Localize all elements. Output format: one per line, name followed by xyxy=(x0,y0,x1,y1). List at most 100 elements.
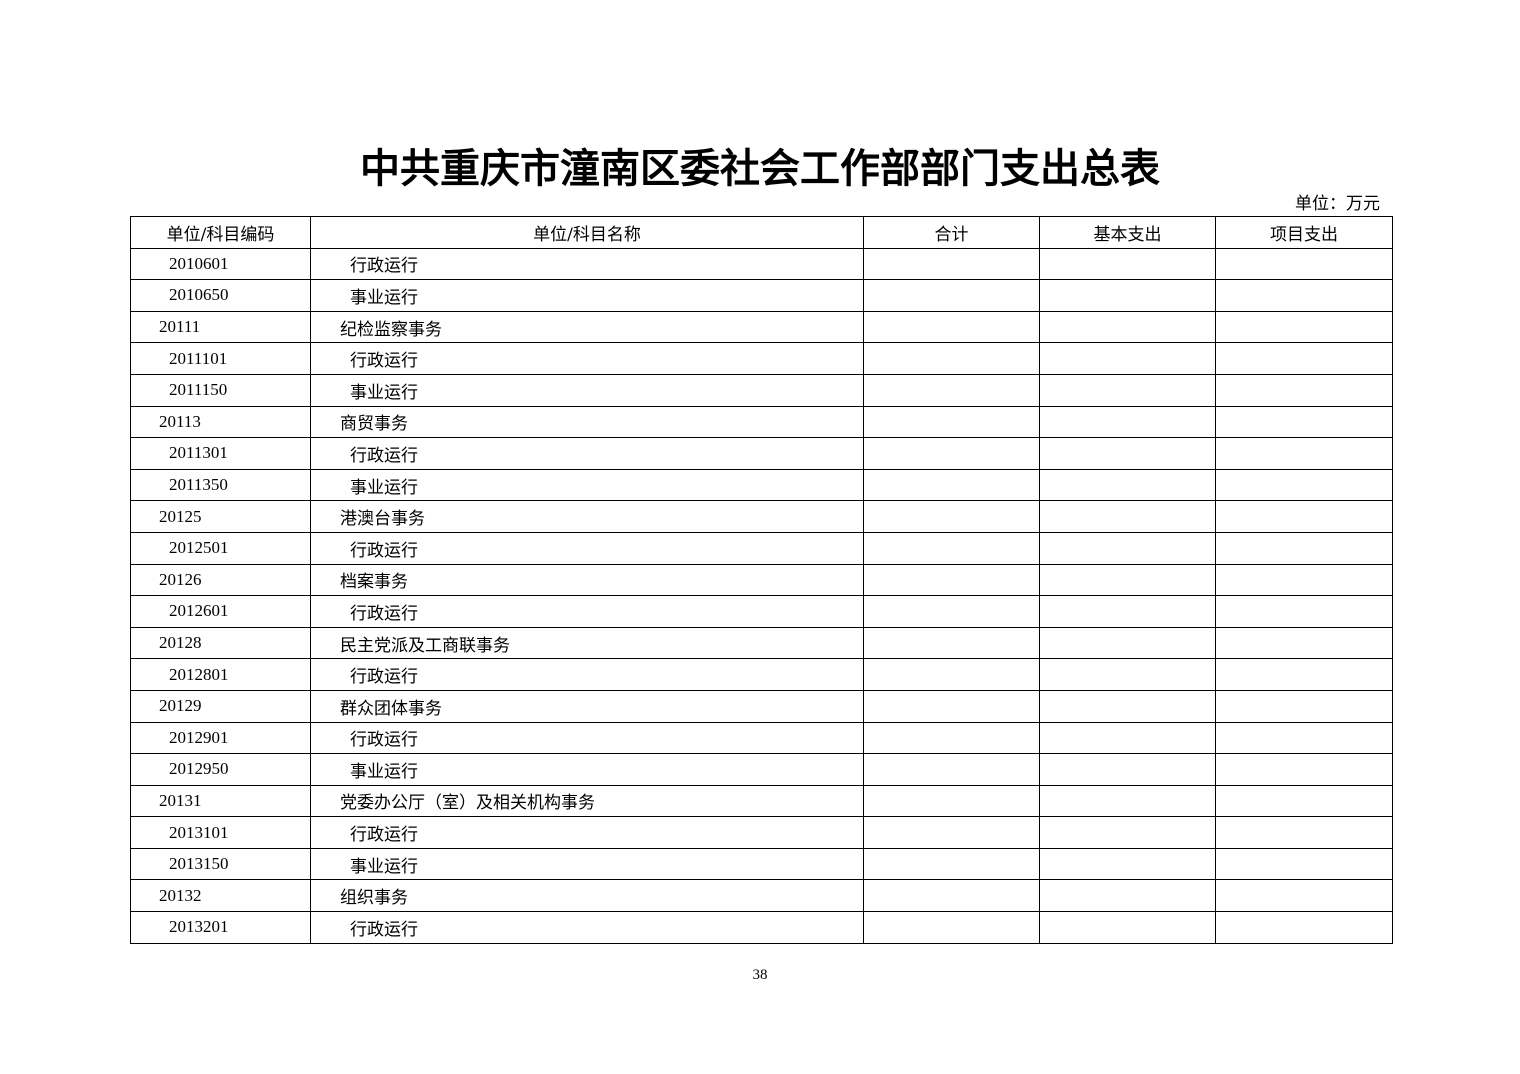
table-row: 2012801 行政运行 xyxy=(130,658,1393,691)
basic-cell xyxy=(1039,468,1216,502)
basic-cell xyxy=(1039,405,1216,439)
header-code: 单位/科目编码 xyxy=(130,216,311,249)
code-cell: 2010650 xyxy=(130,279,311,312)
project-cell xyxy=(1215,816,1393,849)
expenditure-table: 单位/科目编码 单位/科目名称 合计 基本支出 项目支出 2010601 行政运行… xyxy=(130,216,1393,944)
code-cell: 20129 xyxy=(130,689,311,723)
total-cell xyxy=(863,658,1040,691)
basic-cell xyxy=(1039,247,1216,281)
table-body: 2010601 行政运行 2010650 事业运行 20111 纪检监察事务 2011101… xyxy=(130,247,1393,944)
project-cell xyxy=(1215,437,1393,470)
name-cell: 行政运行 xyxy=(310,342,864,375)
basic-cell xyxy=(1039,342,1216,375)
basic-cell xyxy=(1039,753,1216,786)
total-cell xyxy=(863,626,1040,660)
total-cell xyxy=(863,595,1040,628)
total-cell xyxy=(863,279,1040,312)
total-cell xyxy=(863,816,1040,849)
name-cell: 事业运行 xyxy=(310,847,864,881)
project-cell xyxy=(1215,689,1393,723)
table-row: 2012501 行政运行 xyxy=(130,531,1393,565)
name-cell: 商贸事务 xyxy=(310,405,864,439)
code-cell: 2012950 xyxy=(130,753,311,786)
name-cell: 群众团体事务 xyxy=(310,689,864,723)
code-cell: 2013150 xyxy=(130,847,311,881)
basic-cell xyxy=(1039,563,1216,597)
table-row: 20131 党委办公厅（室）及相关机构事务 xyxy=(130,784,1393,818)
basic-cell xyxy=(1039,531,1216,565)
name-cell: 档案事务 xyxy=(310,563,864,597)
code-cell: 20126 xyxy=(130,563,311,597)
table-row: 2013201 行政运行 xyxy=(130,911,1393,944)
name-cell: 行政运行 xyxy=(310,247,864,281)
table-row: 2013101 行政运行 xyxy=(130,816,1393,849)
total-cell xyxy=(863,437,1040,470)
project-cell xyxy=(1215,405,1393,439)
name-cell: 行政运行 xyxy=(310,911,864,944)
basic-cell xyxy=(1039,689,1216,723)
total-cell xyxy=(863,689,1040,723)
header-project: 项目支出 xyxy=(1215,216,1393,249)
code-cell: 20128 xyxy=(130,626,311,660)
project-cell xyxy=(1215,595,1393,628)
name-cell: 行政运行 xyxy=(310,531,864,565)
project-cell xyxy=(1215,847,1393,881)
total-cell xyxy=(863,468,1040,502)
name-cell: 纪检监察事务 xyxy=(310,310,864,344)
code-cell: 20113 xyxy=(130,405,311,439)
header-basic: 基本支出 xyxy=(1039,216,1216,249)
total-cell xyxy=(863,563,1040,597)
code-cell: 2011350 xyxy=(130,468,311,502)
total-cell xyxy=(863,342,1040,375)
total-cell xyxy=(863,405,1040,439)
project-cell xyxy=(1215,247,1393,281)
table-row: 20125 港澳台事务 xyxy=(130,500,1393,533)
table-row: 20128 民主党派及工商联事务 xyxy=(130,626,1393,660)
table-row: 20129 群众团体事务 xyxy=(130,689,1393,723)
basic-cell xyxy=(1039,721,1216,755)
name-cell: 行政运行 xyxy=(310,437,864,470)
table-row: 2011301 行政运行 xyxy=(130,437,1393,470)
basic-cell xyxy=(1039,500,1216,533)
code-cell: 2011301 xyxy=(130,437,311,470)
table-row: 2010601 行政运行 xyxy=(130,247,1393,281)
table-row: 2011101 行政运行 xyxy=(130,342,1393,375)
code-cell: 20111 xyxy=(130,310,311,344)
project-cell xyxy=(1215,279,1393,312)
table-row: 2013150 事业运行 xyxy=(130,847,1393,881)
table-header-row: 单位/科目编码 单位/科目名称 合计 基本支出 项目支出 xyxy=(130,216,1393,249)
total-cell xyxy=(863,879,1040,913)
project-cell xyxy=(1215,721,1393,755)
project-cell xyxy=(1215,753,1393,786)
project-cell xyxy=(1215,658,1393,691)
code-cell: 2013201 xyxy=(130,911,311,944)
basic-cell xyxy=(1039,911,1216,944)
project-cell xyxy=(1215,310,1393,344)
project-cell xyxy=(1215,911,1393,944)
code-cell: 20132 xyxy=(130,879,311,913)
header-name: 单位/科目名称 xyxy=(310,216,864,249)
name-cell: 事业运行 xyxy=(310,373,864,407)
document-title: 中共重庆市潼南区委社会工作部部门支出总表 xyxy=(360,145,1160,192)
table-row: 20113 商贸事务 xyxy=(130,405,1393,439)
table-row: 2012601 行政运行 xyxy=(130,595,1393,628)
code-cell: 2011101 xyxy=(130,342,311,375)
header-total: 合计 xyxy=(863,216,1040,249)
basic-cell xyxy=(1039,310,1216,344)
table-row: 2012950 事业运行 xyxy=(130,753,1393,786)
code-cell: 2010601 xyxy=(130,247,311,281)
project-cell xyxy=(1215,626,1393,660)
basic-cell xyxy=(1039,595,1216,628)
total-cell xyxy=(863,911,1040,944)
code-cell: 2012601 xyxy=(130,595,311,628)
name-cell: 行政运行 xyxy=(310,595,864,628)
basic-cell xyxy=(1039,847,1216,881)
name-cell: 事业运行 xyxy=(310,279,864,312)
name-cell: 事业运行 xyxy=(310,753,864,786)
total-cell xyxy=(863,310,1040,344)
table-row: 2010650 事业运行 xyxy=(130,279,1393,312)
name-cell: 港澳台事务 xyxy=(310,500,864,533)
name-cell: 党委办公厅（室）及相关机构事务 xyxy=(310,784,864,818)
table-row: 2012901 行政运行 xyxy=(130,721,1393,755)
name-cell: 行政运行 xyxy=(310,721,864,755)
